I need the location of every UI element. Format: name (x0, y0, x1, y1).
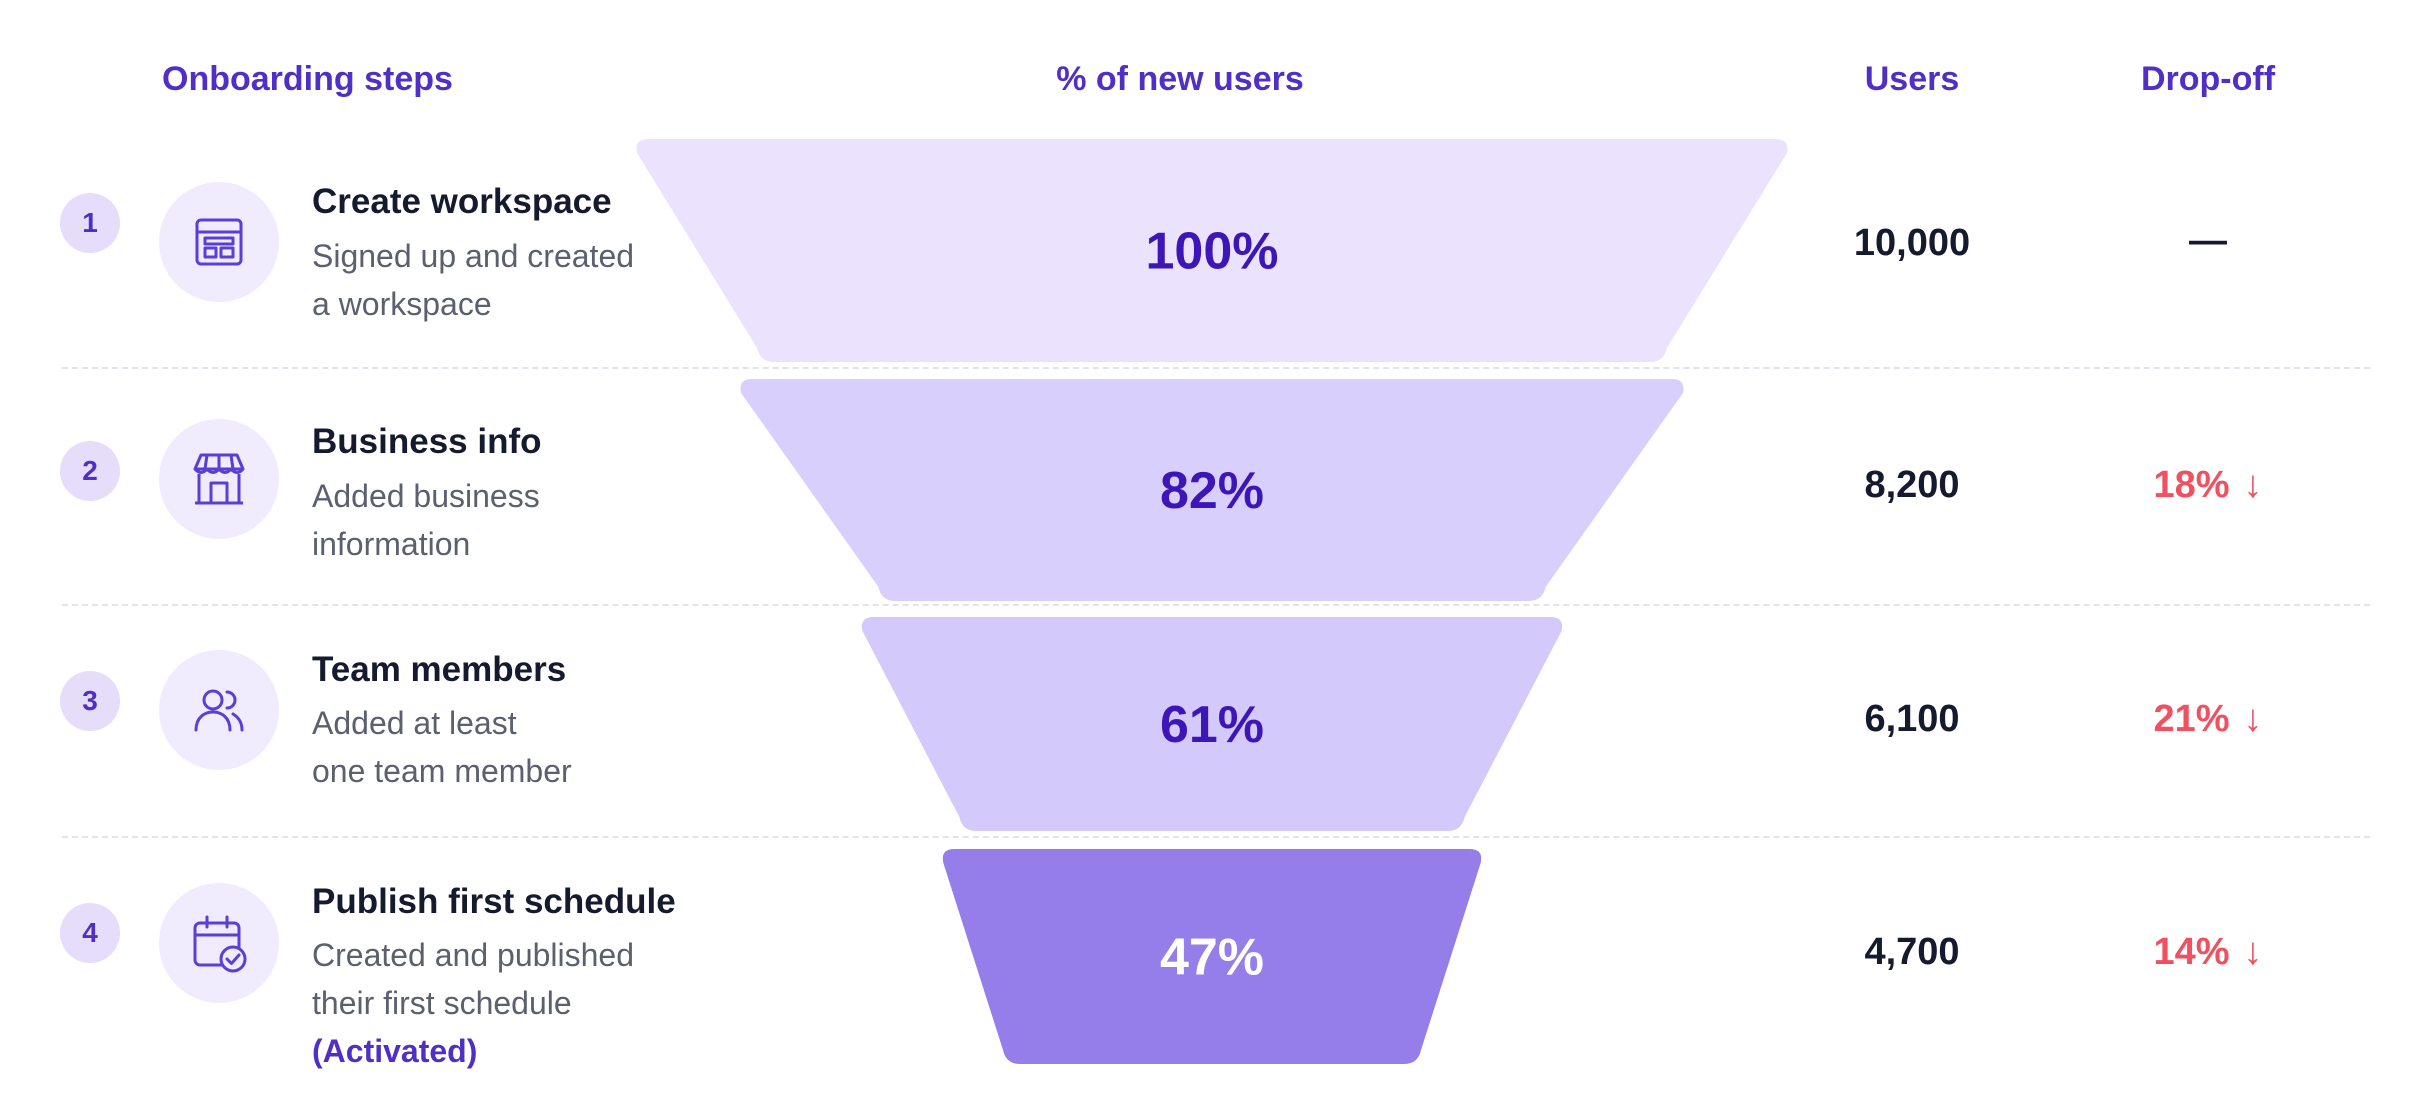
row-divider (62, 836, 2370, 838)
users-count: 10,000 (1853, 222, 1971, 264)
arrow-down-icon: ↓ (2243, 931, 2263, 973)
row-divider (62, 604, 2370, 606)
funnel-bar-4 (942, 849, 1482, 1064)
funnel-value-label: 100% (1146, 223, 1279, 281)
step-number: 2 (60, 441, 120, 501)
step-description: Added at least one team member (312, 705, 572, 789)
step-number: 4 (60, 903, 120, 963)
users-count: 6,100 (1864, 698, 1960, 740)
row-divider (62, 367, 2370, 369)
step-title: Business info (312, 422, 542, 461)
dropoff-value: — (2189, 220, 2227, 262)
arrow-down-icon: ↓ (2243, 698, 2263, 740)
activated-label: (Activated) (312, 1033, 478, 1069)
users-count: 8,200 (1864, 464, 1960, 506)
arrow-down-icon: ↓ (2243, 464, 2263, 506)
header-pct-new-users: % of new users (1056, 60, 1304, 98)
step-title: Create workspace (312, 182, 612, 221)
step-title: Publish first schedule (312, 882, 676, 921)
dropoff-value: 21% ↓ (2153, 698, 2263, 740)
users-count: 4,700 (1864, 931, 1960, 973)
dropoff-value: 14% ↓ (2153, 931, 2263, 973)
workspace-icon (159, 182, 279, 302)
step-description: Signed up and created a workspace (312, 238, 635, 322)
funnel-value-label: 61% (1160, 696, 1264, 754)
funnel-value-label: 47% (1160, 929, 1264, 987)
calendar-check-icon (159, 883, 279, 1003)
step-description: Created and published their first schedul… (312, 931, 732, 1075)
dropoff-value: 18% ↓ (2153, 464, 2263, 506)
header-dropoff: Drop-off (2140, 60, 2276, 98)
step-title: Team members (312, 650, 567, 689)
header-users: Users (1864, 60, 1960, 98)
funnel-bar-3 (861, 617, 1563, 831)
storefront-icon (159, 419, 279, 539)
step-number: 1 (60, 193, 120, 253)
step-description: Added business information (312, 478, 540, 562)
users-icon (159, 650, 279, 770)
funnel-bar-2 (740, 379, 1684, 601)
step-number: 3 (60, 671, 120, 731)
funnel-value-label: 82% (1160, 462, 1264, 520)
header-onboarding-steps: Onboarding steps (162, 60, 453, 98)
funnel-bar-1 (636, 139, 1788, 362)
